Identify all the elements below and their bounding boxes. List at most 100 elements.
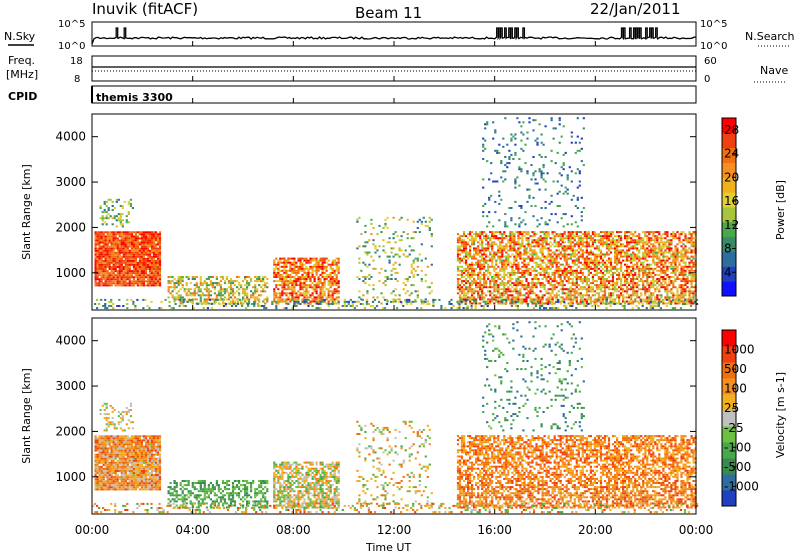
power-cell	[133, 237, 135, 239]
power-cell	[182, 276, 184, 278]
power-cell	[527, 284, 529, 286]
power-cell	[622, 284, 624, 286]
power-cell	[119, 250, 121, 252]
power-cell	[572, 294, 574, 296]
power-cell	[542, 298, 544, 300]
power-cell	[254, 288, 256, 290]
power-cell	[119, 254, 121, 256]
power-cell	[384, 280, 386, 282]
power-cell	[499, 292, 501, 294]
power-cell	[387, 278, 389, 280]
power-cell	[636, 262, 638, 264]
power-cell	[277, 288, 279, 290]
power-cell	[598, 276, 600, 278]
power-cell	[99, 242, 101, 244]
power-cell	[103, 284, 105, 286]
power-cell	[145, 252, 147, 254]
power-cell	[624, 296, 626, 298]
power-cell	[660, 284, 662, 286]
power-cell	[121, 260, 123, 262]
power-cell	[634, 290, 636, 292]
power-cell	[523, 286, 525, 288]
power-cell	[143, 231, 145, 233]
power-cell	[622, 272, 624, 274]
power-cell	[578, 237, 580, 239]
power-cell	[125, 266, 127, 268]
power-cell	[666, 252, 668, 254]
power-cell	[252, 292, 254, 294]
power-cell	[598, 233, 600, 235]
power-cell	[95, 282, 97, 284]
power-cell	[149, 231, 151, 233]
power-cell	[686, 280, 688, 282]
power-cell	[672, 282, 674, 284]
power-cell	[264, 286, 266, 288]
power-cell	[328, 294, 330, 296]
power-cell	[584, 241, 586, 243]
power-cell	[471, 282, 473, 284]
power-cell	[109, 254, 111, 256]
power-cell	[407, 219, 409, 221]
power-cell	[95, 266, 97, 268]
power-cell	[620, 239, 622, 241]
power-cell	[515, 298, 517, 300]
power-cell	[299, 264, 301, 266]
power-cell	[324, 280, 326, 282]
power-cell	[218, 282, 220, 284]
power-cell	[574, 235, 576, 237]
power-cell	[586, 231, 588, 233]
power-cell	[505, 266, 507, 268]
power-cell	[554, 245, 556, 247]
power-cell	[519, 303, 521, 305]
power-cell	[312, 274, 314, 276]
power-cell	[186, 276, 188, 278]
power-cell	[630, 260, 632, 262]
power-cell	[527, 282, 529, 284]
power-cell	[519, 247, 521, 249]
power-cell	[117, 252, 119, 254]
power-cell	[684, 282, 686, 284]
power-cell	[147, 231, 149, 233]
power-cell	[393, 247, 395, 249]
power-cell	[133, 246, 135, 248]
power-cell	[499, 260, 501, 262]
power-cell	[153, 284, 155, 286]
power-cell	[574, 296, 576, 298]
power-cell	[684, 274, 686, 276]
power-cell	[497, 290, 499, 292]
power-cell	[515, 266, 517, 268]
power-cell	[332, 260, 334, 262]
power-cell	[560, 274, 562, 276]
power-cell	[484, 140, 486, 142]
power-cell	[566, 262, 568, 264]
power-cell	[610, 288, 612, 290]
power-cell	[307, 270, 309, 272]
power-cell	[537, 239, 539, 241]
power-cell	[546, 258, 548, 260]
power-cell	[511, 272, 513, 274]
power-cell	[654, 252, 656, 254]
power-cell	[129, 260, 131, 262]
power-cell	[658, 298, 660, 300]
power-cell	[517, 254, 519, 256]
power-cell	[519, 284, 521, 286]
power-cell	[491, 256, 493, 258]
power-cell	[143, 284, 145, 286]
power-cell	[515, 296, 517, 298]
power-cell	[656, 264, 658, 266]
power-cell	[662, 241, 664, 243]
power-cell	[145, 246, 147, 248]
power-cell	[459, 296, 461, 298]
power-cell	[533, 252, 535, 254]
power-cell	[457, 280, 459, 282]
power-cell	[548, 249, 550, 251]
power-cell	[463, 290, 465, 292]
power-cell	[121, 258, 123, 260]
power-cell	[598, 272, 600, 274]
power-cell	[580, 280, 582, 282]
power-cell	[654, 231, 656, 233]
power-cell	[147, 248, 149, 250]
power-cell	[554, 272, 556, 274]
power-cell	[393, 268, 395, 270]
power-cell	[497, 286, 499, 288]
